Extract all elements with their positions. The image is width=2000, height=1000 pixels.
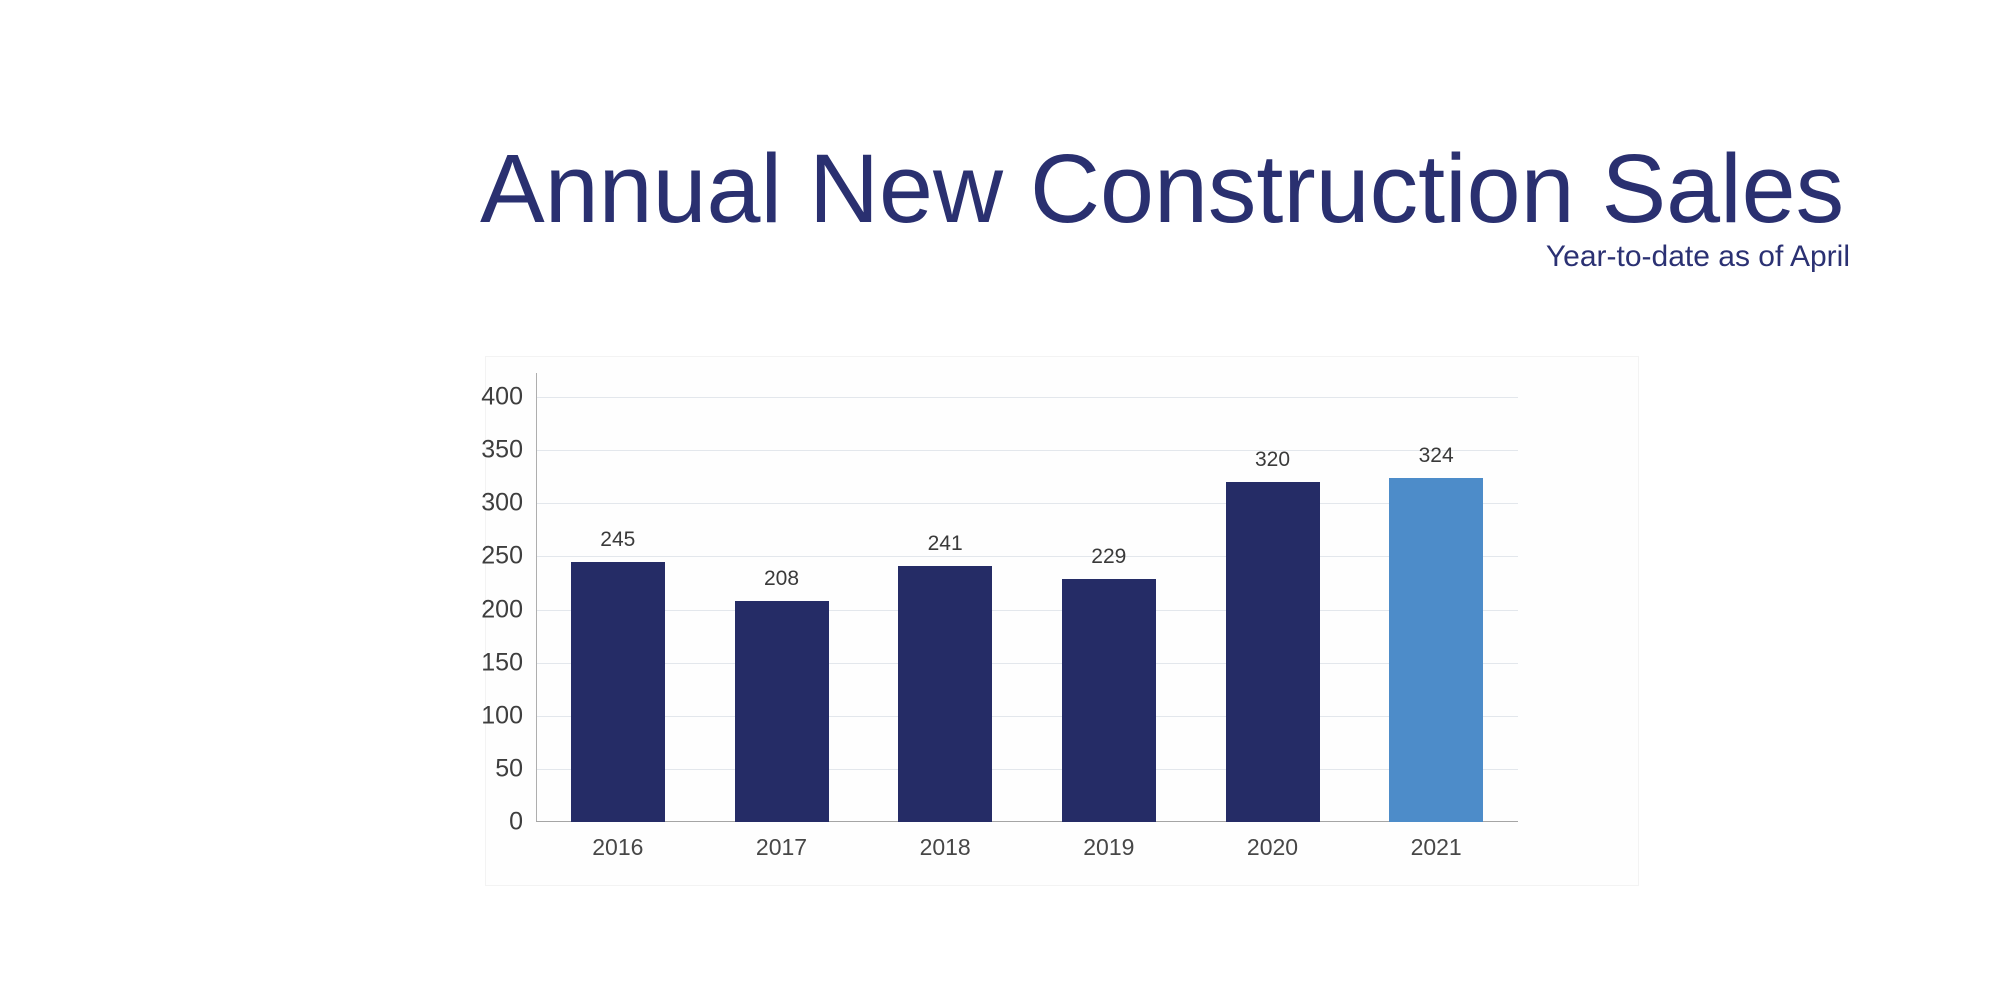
gridline [537,662,1518,664]
x-tick-label: 2017 [755,834,808,860]
y-axis-line [536,373,537,822]
chart-title: Annual New Construction Sales [480,134,1845,243]
bar-2020 [1225,482,1320,822]
gridline [537,397,1518,398]
bar-2021 [1389,477,1484,822]
bar-value-label: 208 [763,567,800,590]
gridline [537,450,1518,452]
y-tick-label: 150 [481,648,523,677]
x-tick-label: 2021 [1410,834,1462,860]
bar-2019 [1061,578,1156,822]
y-tick-label: 100 [481,701,523,730]
y-tick-label: 250 [481,541,523,570]
y-tick-label: 200 [481,595,523,623]
x-tick-label: 2016 [592,834,644,860]
bar-value-label: 241 [927,531,963,555]
gridline [537,715,1518,717]
y-tick-label: 350 [481,435,523,464]
x-tick-label: 2019 [1083,834,1135,860]
x-axis-line [536,821,1518,822]
bar-value-label: 320 [1254,448,1291,471]
plot-area: 0 50 100 150 200 250 300 350 400 245 2016 208 2017 24… [481,373,1518,860]
x-tick-label: 2020 [1246,834,1299,860]
y-tick-label: 50 [495,754,523,783]
y-tick-label: 300 [481,488,523,517]
gridline [537,768,1518,770]
gridline [537,556,1518,558]
bar-2016 [570,561,665,822]
bar-value-label: 245 [600,527,636,551]
bar-value-label: 229 [1091,544,1127,568]
bar-2018 [898,565,993,822]
gridline [537,503,1518,505]
chart-subtitle: Year-to-date as of April [1545,240,1850,273]
y-tick-label: 400 [481,382,523,411]
bar-value-label: 324 [1418,443,1454,467]
y-tick-label: 0 [509,807,523,836]
x-tick-label: 2018 [919,834,971,860]
bar-2017 [734,601,829,822]
gridline [537,609,1518,611]
